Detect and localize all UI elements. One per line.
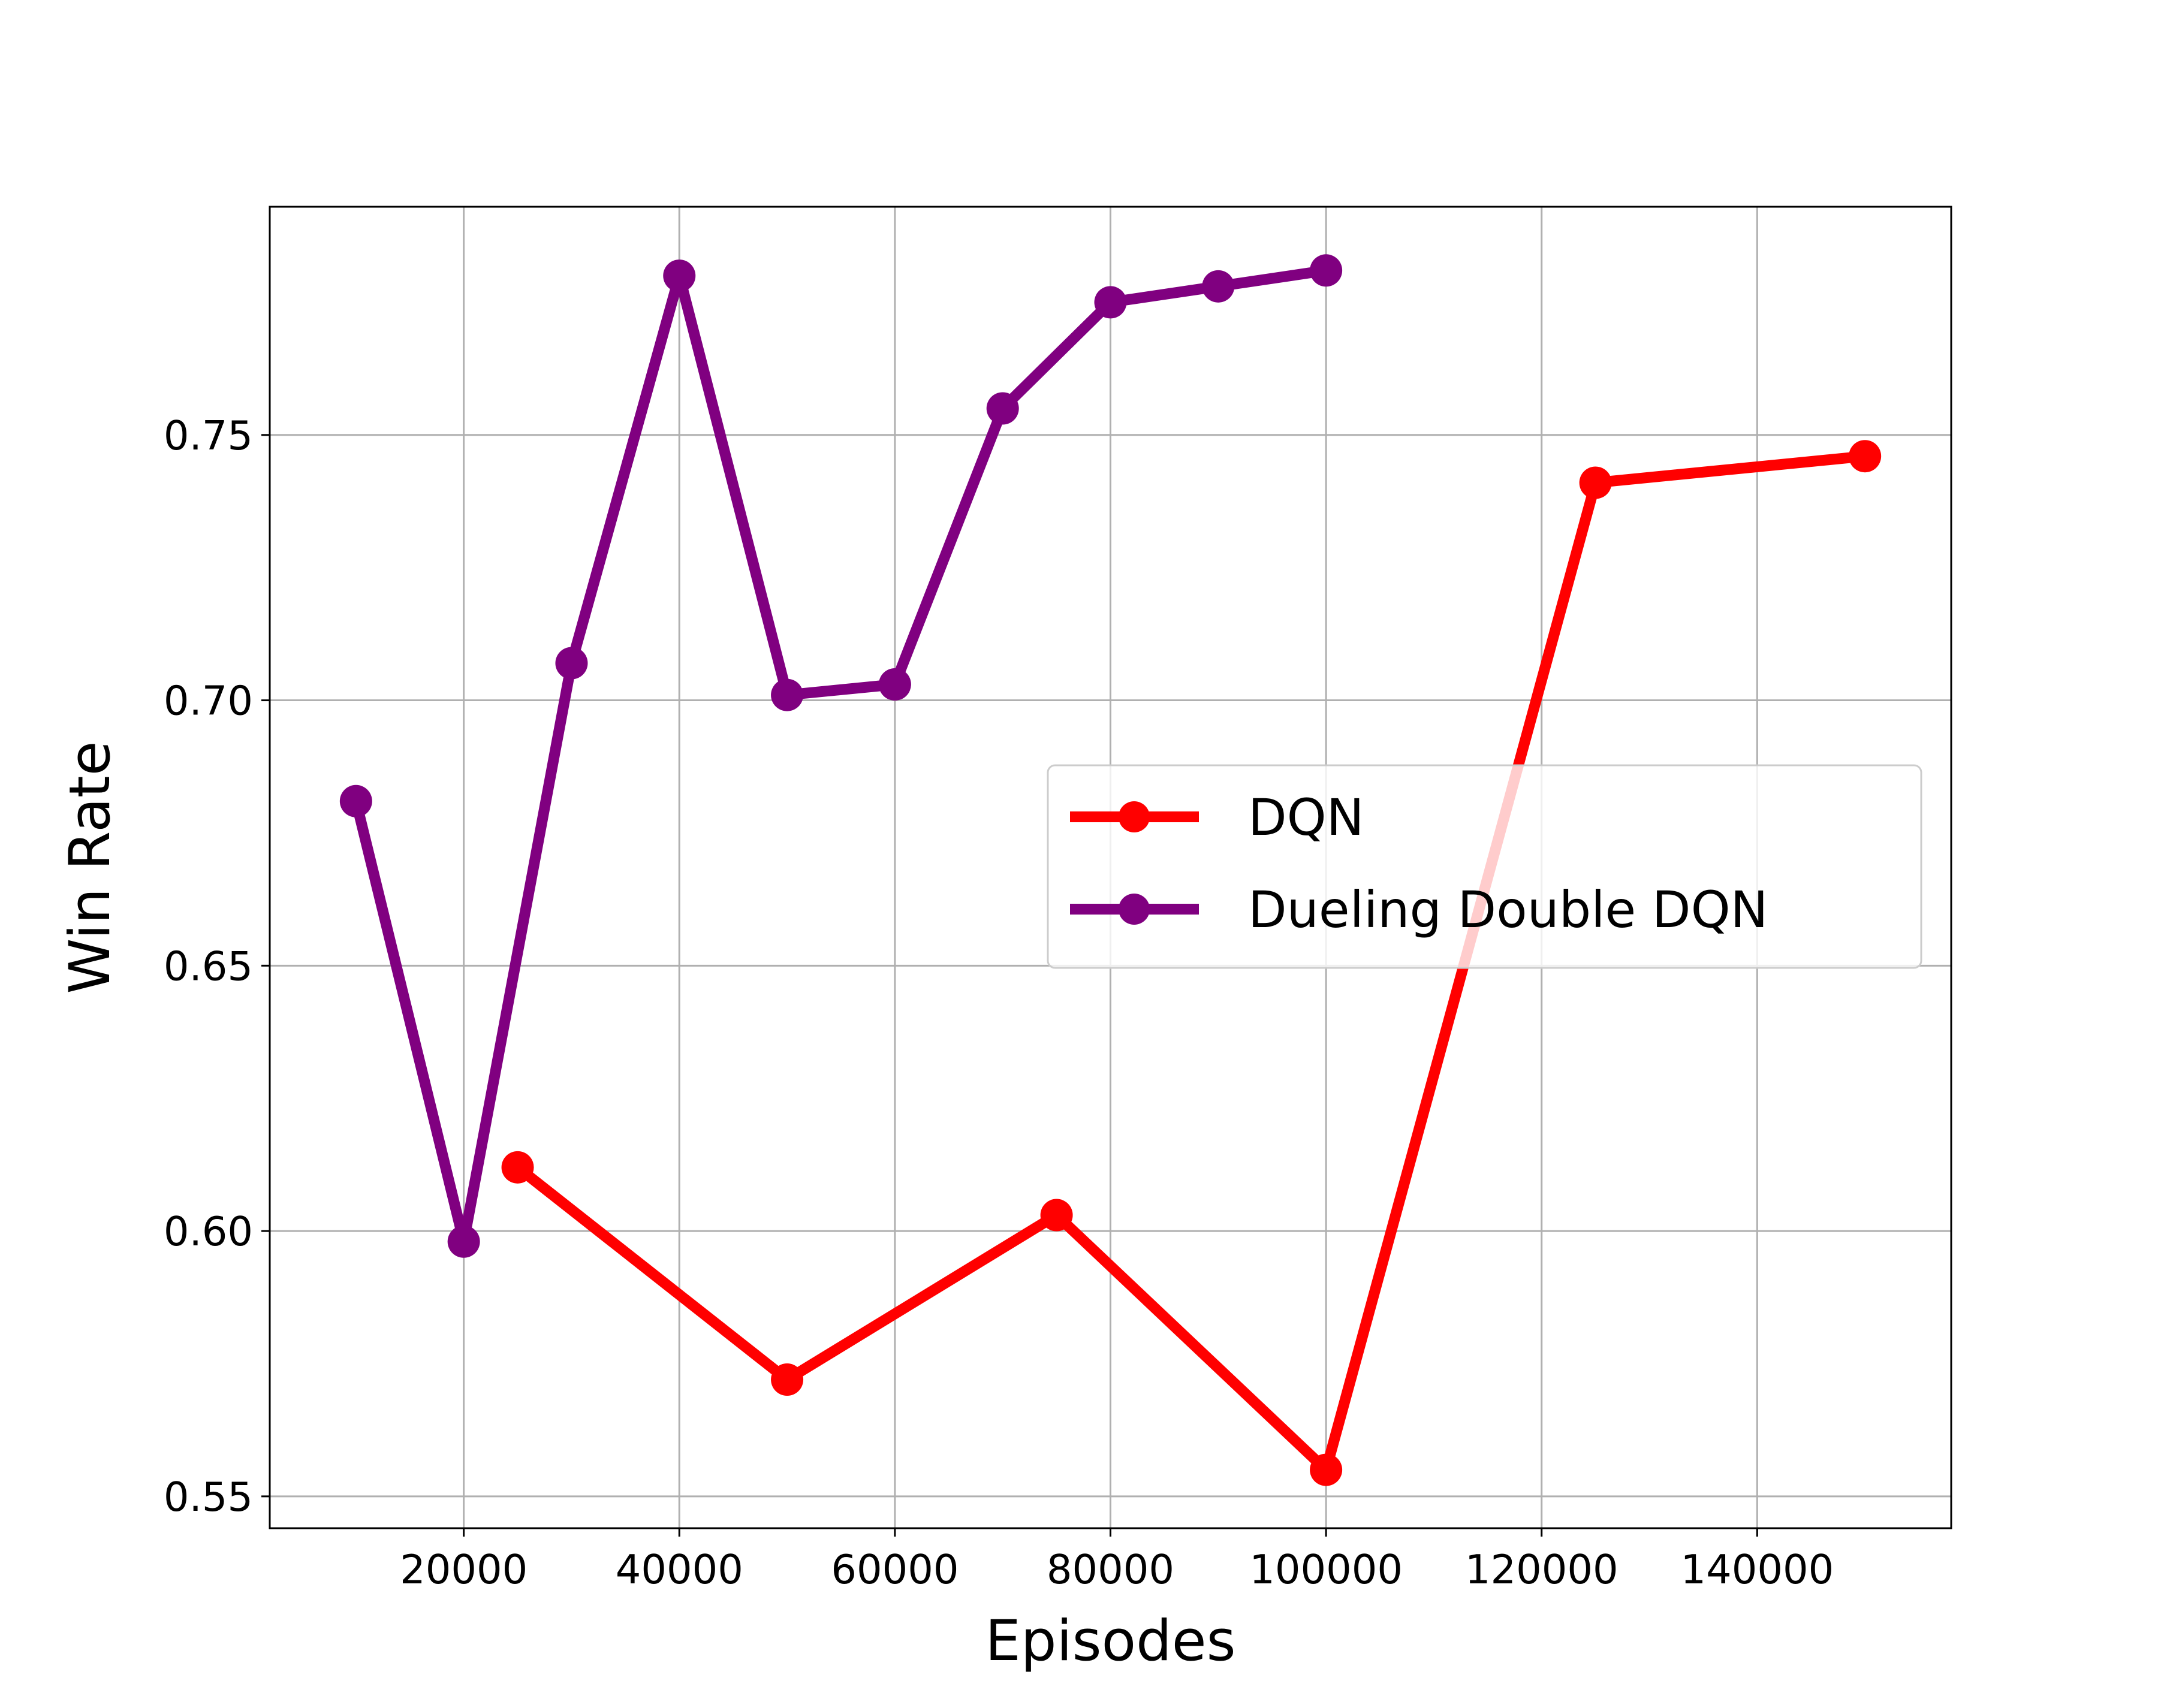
data-point [1579, 466, 1612, 499]
y-axis-label: Win Rate [58, 741, 123, 994]
legend: DQN Dueling Double DQN [1047, 764, 1922, 969]
legend-box [1047, 764, 1922, 969]
data-point [771, 1363, 804, 1396]
legend-label-dqn: DQN [1248, 788, 1364, 847]
y-tick-label: 0.55 [164, 1474, 253, 1520]
y-tick-label: 0.60 [164, 1208, 253, 1255]
x-axis-label: Episodes [985, 1609, 1235, 1674]
x-tick-label: 120000 [1465, 1546, 1618, 1593]
series-layer [339, 254, 1882, 1486]
legend-marker-dueling-double-dqn [1119, 894, 1150, 925]
legend-item-dqn: DQN [1070, 788, 1364, 847]
data-point [1040, 1199, 1073, 1232]
x-tick-label: 140000 [1680, 1546, 1834, 1593]
data-point [1202, 270, 1235, 303]
x-tick-label: 80000 [1047, 1546, 1174, 1593]
series-line-dqn [512, 451, 1871, 1475]
data-point [663, 259, 696, 292]
series-dqn [501, 440, 1882, 1486]
x-tick-label: 60000 [831, 1546, 959, 1593]
series-line-dueling-double-dqn [350, 265, 1332, 1247]
y-tick-label: 0.75 [164, 412, 253, 459]
data-point [501, 1151, 534, 1184]
legend-label-dueling-double-dqn: Dueling Double DQN [1248, 880, 1768, 939]
data-point [878, 668, 911, 701]
data-point [1310, 254, 1343, 287]
y-tick-label: 0.65 [164, 943, 253, 989]
legend-item-dueling-double-dqn: Dueling Double DQN [1070, 880, 1768, 939]
data-point [555, 647, 588, 680]
data-point [1849, 440, 1882, 473]
x-tick-label: 100000 [1249, 1546, 1403, 1593]
y-tick-label: 0.70 [164, 678, 253, 725]
data-point [339, 784, 372, 817]
data-point [447, 1225, 480, 1258]
legend-marker-dqn [1119, 801, 1150, 832]
x-tick-label: 40000 [616, 1546, 743, 1593]
data-point [771, 678, 804, 711]
data-point [1094, 286, 1127, 319]
data-point [986, 392, 1019, 425]
axis-ticks: 20000 40000 60000 80000 100000 120000 140000 0.… [164, 412, 1834, 1593]
series-dueling-double-dqn [339, 254, 1343, 1258]
x-tick-label: 20000 [400, 1546, 528, 1593]
data-point [1310, 1453, 1343, 1486]
